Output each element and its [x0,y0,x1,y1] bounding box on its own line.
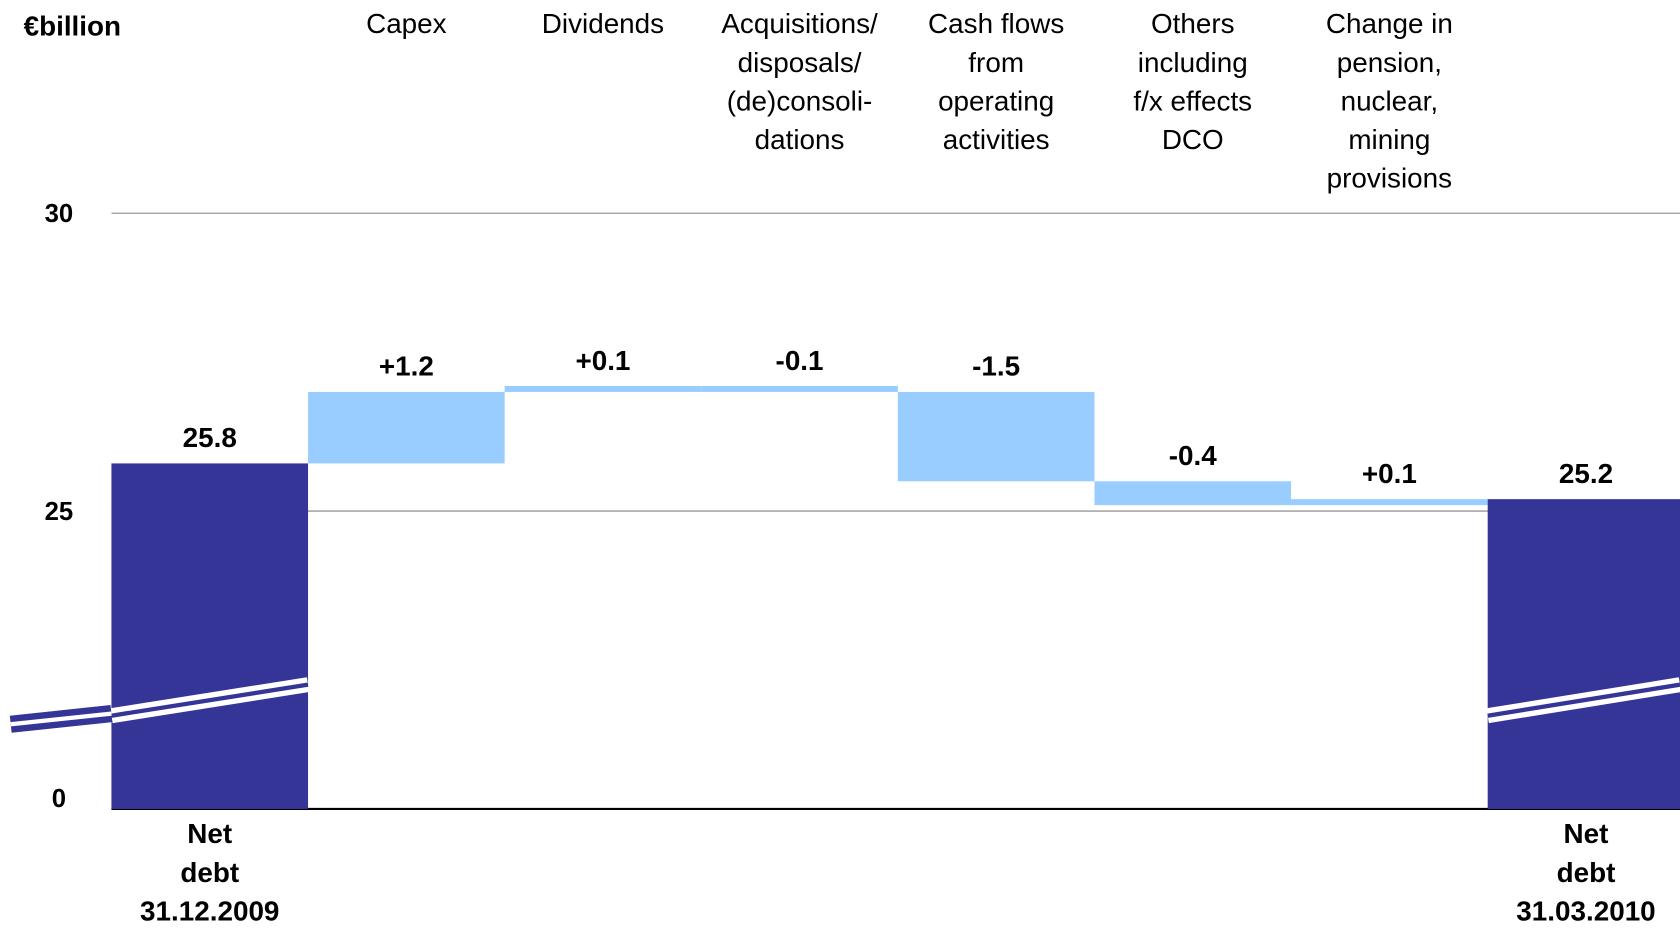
axis-break [9,677,1680,733]
bar [897,391,1095,482]
x-tick-label: Net debt 31.03.2010 [1516,817,1656,927]
y-tick-label: 30 [45,200,74,228]
y-tick-label: 0 [52,785,66,813]
value-label: +1.2 [379,351,434,382]
value-label: -0.1 [776,345,824,376]
x-tick-label: Change in pension, nuclear, mining provi… [1282,4,1497,198]
bar [504,385,702,392]
value-label: 25.2 [1559,458,1613,489]
x-tick-label: Dividends [495,4,711,43]
value-label: -1.5 [972,351,1020,382]
value-label: +0.1 [1362,458,1417,489]
value-label: -0.4 [1169,440,1217,471]
y-tick-label: 25 [45,498,74,526]
chart-title: €billion [23,9,122,42]
bar [1487,499,1680,809]
bar [111,463,309,809]
break-line [111,682,309,718]
x-tick-label: Net debt 31.12.2009 [140,817,280,927]
x-tick-label: Others including f/x effects DCO [1085,4,1300,159]
break-line [1487,682,1680,718]
bar [1291,499,1488,506]
bar [701,385,898,392]
break-gap [10,711,112,727]
x-tick-label: Capex [299,4,514,43]
bar [308,391,505,464]
x-tick-label: Cash flows from operating activities [889,4,1104,159]
grid-layer [111,212,1680,811]
value-label: 25.8 [183,422,237,453]
bar [1094,481,1292,506]
value-label: +0.1 [575,345,630,376]
x-tick-label: Acquisitions/ disposals/ (de)consoli- da… [692,4,907,159]
bar-layer [111,385,1680,809]
